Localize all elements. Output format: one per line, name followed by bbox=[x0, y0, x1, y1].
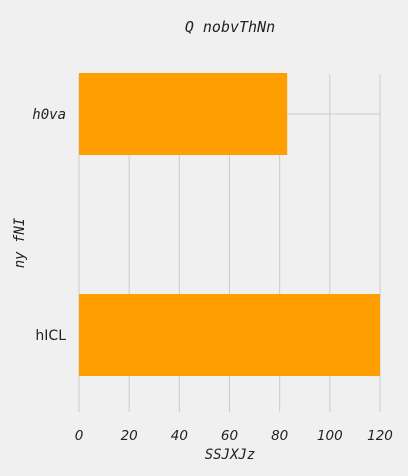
x-tick-label-2: 40 bbox=[171, 428, 188, 444]
y-tick-label-h0va: h0va bbox=[32, 107, 66, 123]
tick-labels: 0 20 40 60 80 100 120 h0va hICL bbox=[32, 107, 393, 444]
bar-hICL bbox=[79, 294, 380, 376]
y-axis-label: ny fNI bbox=[12, 217, 28, 268]
bar-h0va bbox=[79, 73, 287, 155]
chart-title: Q nobvThNn bbox=[185, 18, 275, 36]
x-tick-label-6: 120 bbox=[367, 428, 393, 444]
y-tick-label-hICL: hICL bbox=[35, 328, 66, 344]
x-tick-label-4: 80 bbox=[271, 428, 288, 444]
x-tick-label-3: 60 bbox=[221, 428, 238, 444]
x-tick-label-5: 100 bbox=[317, 428, 343, 444]
x-tick-label-1: 20 bbox=[121, 428, 138, 444]
x-axis-label: SSJXJz bbox=[205, 447, 256, 463]
x-tick-label-0: 0 bbox=[75, 428, 84, 444]
